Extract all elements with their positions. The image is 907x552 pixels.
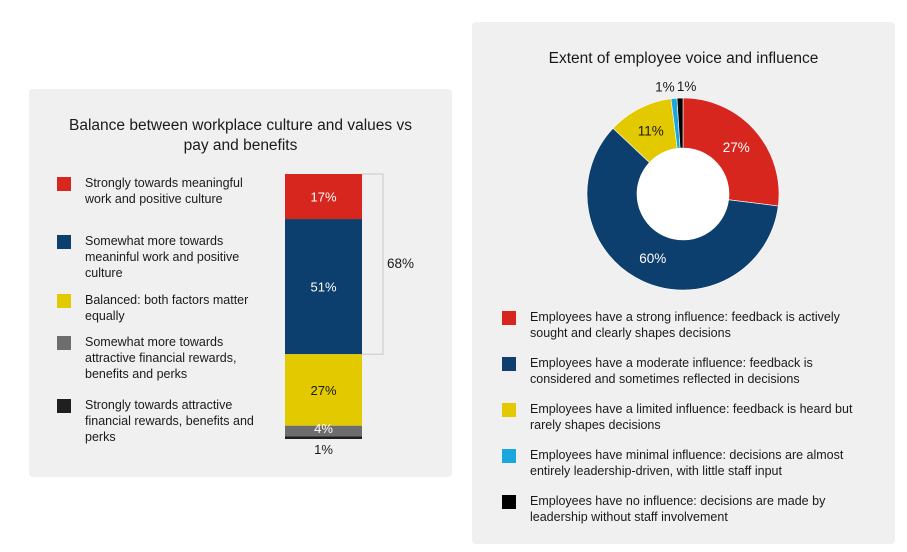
legend-item: Strongly towards meaningful work and pos… <box>57 175 257 207</box>
legend-item: Employees have a moderate influence: fee… <box>502 355 872 387</box>
legend-label: Employees have no influence: decisions a… <box>530 494 826 524</box>
legend-label: Somewhat more towards meaninful work and… <box>85 234 240 280</box>
legend-item: Strongly towards attractive financial re… <box>57 397 257 445</box>
legend-label: Strongly towards meaningful work and pos… <box>85 176 243 206</box>
left-chart-panel: Balance between workplace culture and va… <box>29 89 452 477</box>
legend-item: Balanced: both factors matter equally <box>57 292 257 324</box>
legend-swatch <box>502 357 516 371</box>
bar-segment <box>285 354 362 426</box>
bar-segment <box>285 174 362 220</box>
legend-swatch <box>502 403 516 417</box>
legend-item: Employees have a limited influence: feed… <box>502 401 872 433</box>
right-chart-panel: Extent of employee voice and influence 2… <box>472 22 895 544</box>
bar-data-label: 17% <box>310 190 336 205</box>
legend-label: Employees have a limited influence: feed… <box>530 402 853 432</box>
bar-data-label: 1% <box>314 442 333 457</box>
donut-chart: 27% 60% 11% 1% 1% <box>586 79 780 291</box>
stacked-bar-chart: 17% 51% 27% 4% 1% 68% <box>285 173 414 457</box>
bar-segment <box>285 219 362 355</box>
bar-data-label: 4% <box>314 421 333 436</box>
legend-item: Somewhat more towards attractive financi… <box>57 334 257 382</box>
bar-chart-title: Balance between workplace culture and va… <box>69 117 412 154</box>
legend-label: Somewhat more towards attractive financi… <box>85 335 237 381</box>
legend-swatch <box>57 399 71 413</box>
donut-hole <box>637 148 729 240</box>
donut-data-label: 1% <box>677 79 697 94</box>
legend-label: Employees have a moderate influence: fee… <box>530 356 813 386</box>
legend-label: Employees have a strong influence: feedb… <box>530 310 840 340</box>
legend-item: Employees have a strong influence: feedb… <box>502 309 872 341</box>
bar-data-label: 27% <box>310 383 336 398</box>
bar-data-label: 51% <box>310 280 336 295</box>
legend-swatch <box>57 336 71 350</box>
donut-chart-title: Extent of employee voice and influence <box>548 50 819 67</box>
legend-swatch <box>57 294 71 308</box>
bar-segment <box>285 436 362 439</box>
bracket <box>362 173 384 355</box>
donut-data-label: 60% <box>639 251 666 266</box>
legend-swatch <box>502 495 516 509</box>
legend-item: Employees have no influence: decisions a… <box>502 493 872 525</box>
legend-swatch <box>57 177 71 191</box>
legend-swatch <box>502 449 516 463</box>
legend-label: Strongly towards attractive financial re… <box>85 398 254 444</box>
bracket-label: 68% <box>387 256 414 271</box>
legend-label: Balanced: both factors matter equally <box>85 293 249 323</box>
legend-swatch <box>502 311 516 325</box>
bar-segment <box>285 425 362 437</box>
legend-label: Employees have minimal influence: decisi… <box>530 448 844 478</box>
legend-item: Employees have minimal influence: decisi… <box>502 447 872 479</box>
legend-swatch <box>57 235 71 249</box>
donut-data-label: 11% <box>638 124 664 139</box>
legend-item: Somewhat more towards meaninful work and… <box>57 233 257 281</box>
donut-data-label: 27% <box>723 140 750 155</box>
donut-data-label: 1% <box>655 79 675 94</box>
